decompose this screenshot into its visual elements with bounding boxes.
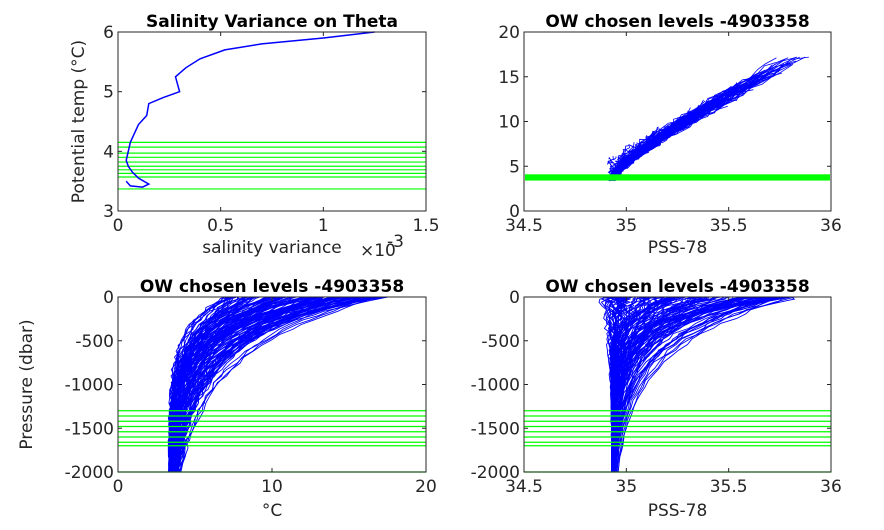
y-tick-label: 0	[509, 202, 520, 222]
y-tick-label: -500	[75, 332, 114, 352]
profile-line	[176, 296, 355, 473]
profile-line	[172, 296, 292, 473]
x-tick-label: 0.5	[207, 216, 234, 236]
panel-pressure-temperature: 0 10 20 0 -500 -1000 -1500 -2000 OW chosen level…	[17, 277, 437, 521]
y-tick-label: 20	[498, 23, 520, 43]
y-tick-label: -2000	[65, 463, 114, 483]
panel-title: OW chosen levels -4903358	[140, 277, 404, 297]
panel-title: Salinity Variance on Theta	[146, 12, 398, 32]
x-tick-label: 10	[261, 477, 283, 497]
y-tick-label: 5	[103, 83, 114, 103]
y-tick-label: 15	[498, 68, 520, 88]
y-tick-label: 0	[509, 288, 520, 308]
y-tick-label: -1000	[65, 376, 114, 396]
profile-line	[617, 296, 783, 473]
profile-line	[611, 62, 792, 179]
y-tick-label: 5	[509, 157, 520, 177]
y-tick-label: 6	[103, 23, 114, 43]
x-tick-label: 1	[318, 216, 329, 236]
y-tick-label: -1500	[65, 419, 114, 439]
pressure-temperature-profiles	[167, 296, 388, 473]
x-exponent-label: ×10	[360, 241, 396, 261]
variance-series-line	[125, 31, 375, 188]
y-tick-label: 4	[103, 142, 114, 162]
profile-line	[168, 296, 281, 473]
y-tick-label: -1500	[471, 419, 520, 439]
x-tick-label: 35	[616, 477, 638, 497]
profile-line	[616, 296, 792, 473]
x-tick-label: 0	[113, 216, 124, 236]
x-tick-label: 35.5	[710, 216, 748, 236]
y-tick-label: 3	[103, 202, 114, 222]
profile-line	[615, 296, 772, 473]
y-tick-label: -500	[481, 332, 520, 352]
x-tick-label: 36	[820, 216, 842, 236]
x-tick-label: 0	[113, 477, 124, 497]
y-tick-label: 10	[498, 113, 520, 133]
x-tick-label: 1.5	[412, 216, 439, 236]
profile-line	[172, 296, 245, 473]
y-tick-label: 0	[103, 288, 114, 308]
panel-title: OW chosen levels -4903358	[545, 277, 809, 297]
profile-line	[612, 296, 673, 473]
y-tick-label: -2000	[471, 463, 520, 483]
x-tick-label: 34.5	[505, 216, 543, 236]
x-tick-label: 20	[415, 477, 437, 497]
profile-line	[168, 296, 278, 473]
x-tick-label: 35	[616, 216, 638, 236]
x-axis-label: salinity variance	[202, 238, 342, 258]
x-axis-label: PSS-78	[648, 501, 708, 521]
profile-line	[178, 296, 312, 473]
pressure-salinity-profiles	[598, 296, 796, 473]
plot-area	[117, 31, 427, 212]
x-tick-label: 34.5	[505, 477, 543, 497]
x-tick-label: 36	[820, 477, 842, 497]
panel-title: OW chosen levels -4903358	[545, 12, 809, 32]
profile-line	[612, 296, 750, 473]
profile-line	[172, 296, 317, 473]
x-axis-label: °C	[262, 501, 282, 521]
x-tick-label: 35.5	[710, 477, 748, 497]
profile-line	[616, 296, 780, 473]
profile-line	[611, 296, 782, 473]
x-axis-label: PSS-78	[648, 238, 708, 258]
panel-salinity-variance: 0 0.5 1 1.5 3 4 5 6 Salinity Variance on Theta sa…	[69, 12, 440, 261]
profile-line	[614, 296, 787, 473]
profile-line	[612, 296, 652, 473]
profile-line	[180, 296, 379, 473]
y-tick-label: -1000	[471, 376, 520, 396]
profile-line	[610, 296, 677, 473]
theta-salinity-profiles	[606, 56, 809, 182]
panel-pressure-salinity: 34.5 35 35.5 36 0 -500 -1000 -1500 -2000 OW chose…	[471, 277, 842, 521]
axes-frame	[117, 31, 427, 212]
profile-line	[614, 296, 780, 473]
profile-line	[167, 296, 231, 473]
chosen-level-band	[525, 174, 830, 181]
panel-theta-salinity: 34.5 35 35.5 36 0 5 10 15 20 OW chosen levels -49…	[498, 12, 841, 258]
y-axis-label: Pressure (dbar)	[17, 319, 37, 449]
profile-line	[176, 296, 344, 473]
profile-line	[612, 85, 741, 181]
profile-line	[612, 296, 667, 473]
x-exponent-power: -3	[387, 232, 404, 252]
y-axis-label: Potential temp (°C)	[69, 40, 89, 203]
